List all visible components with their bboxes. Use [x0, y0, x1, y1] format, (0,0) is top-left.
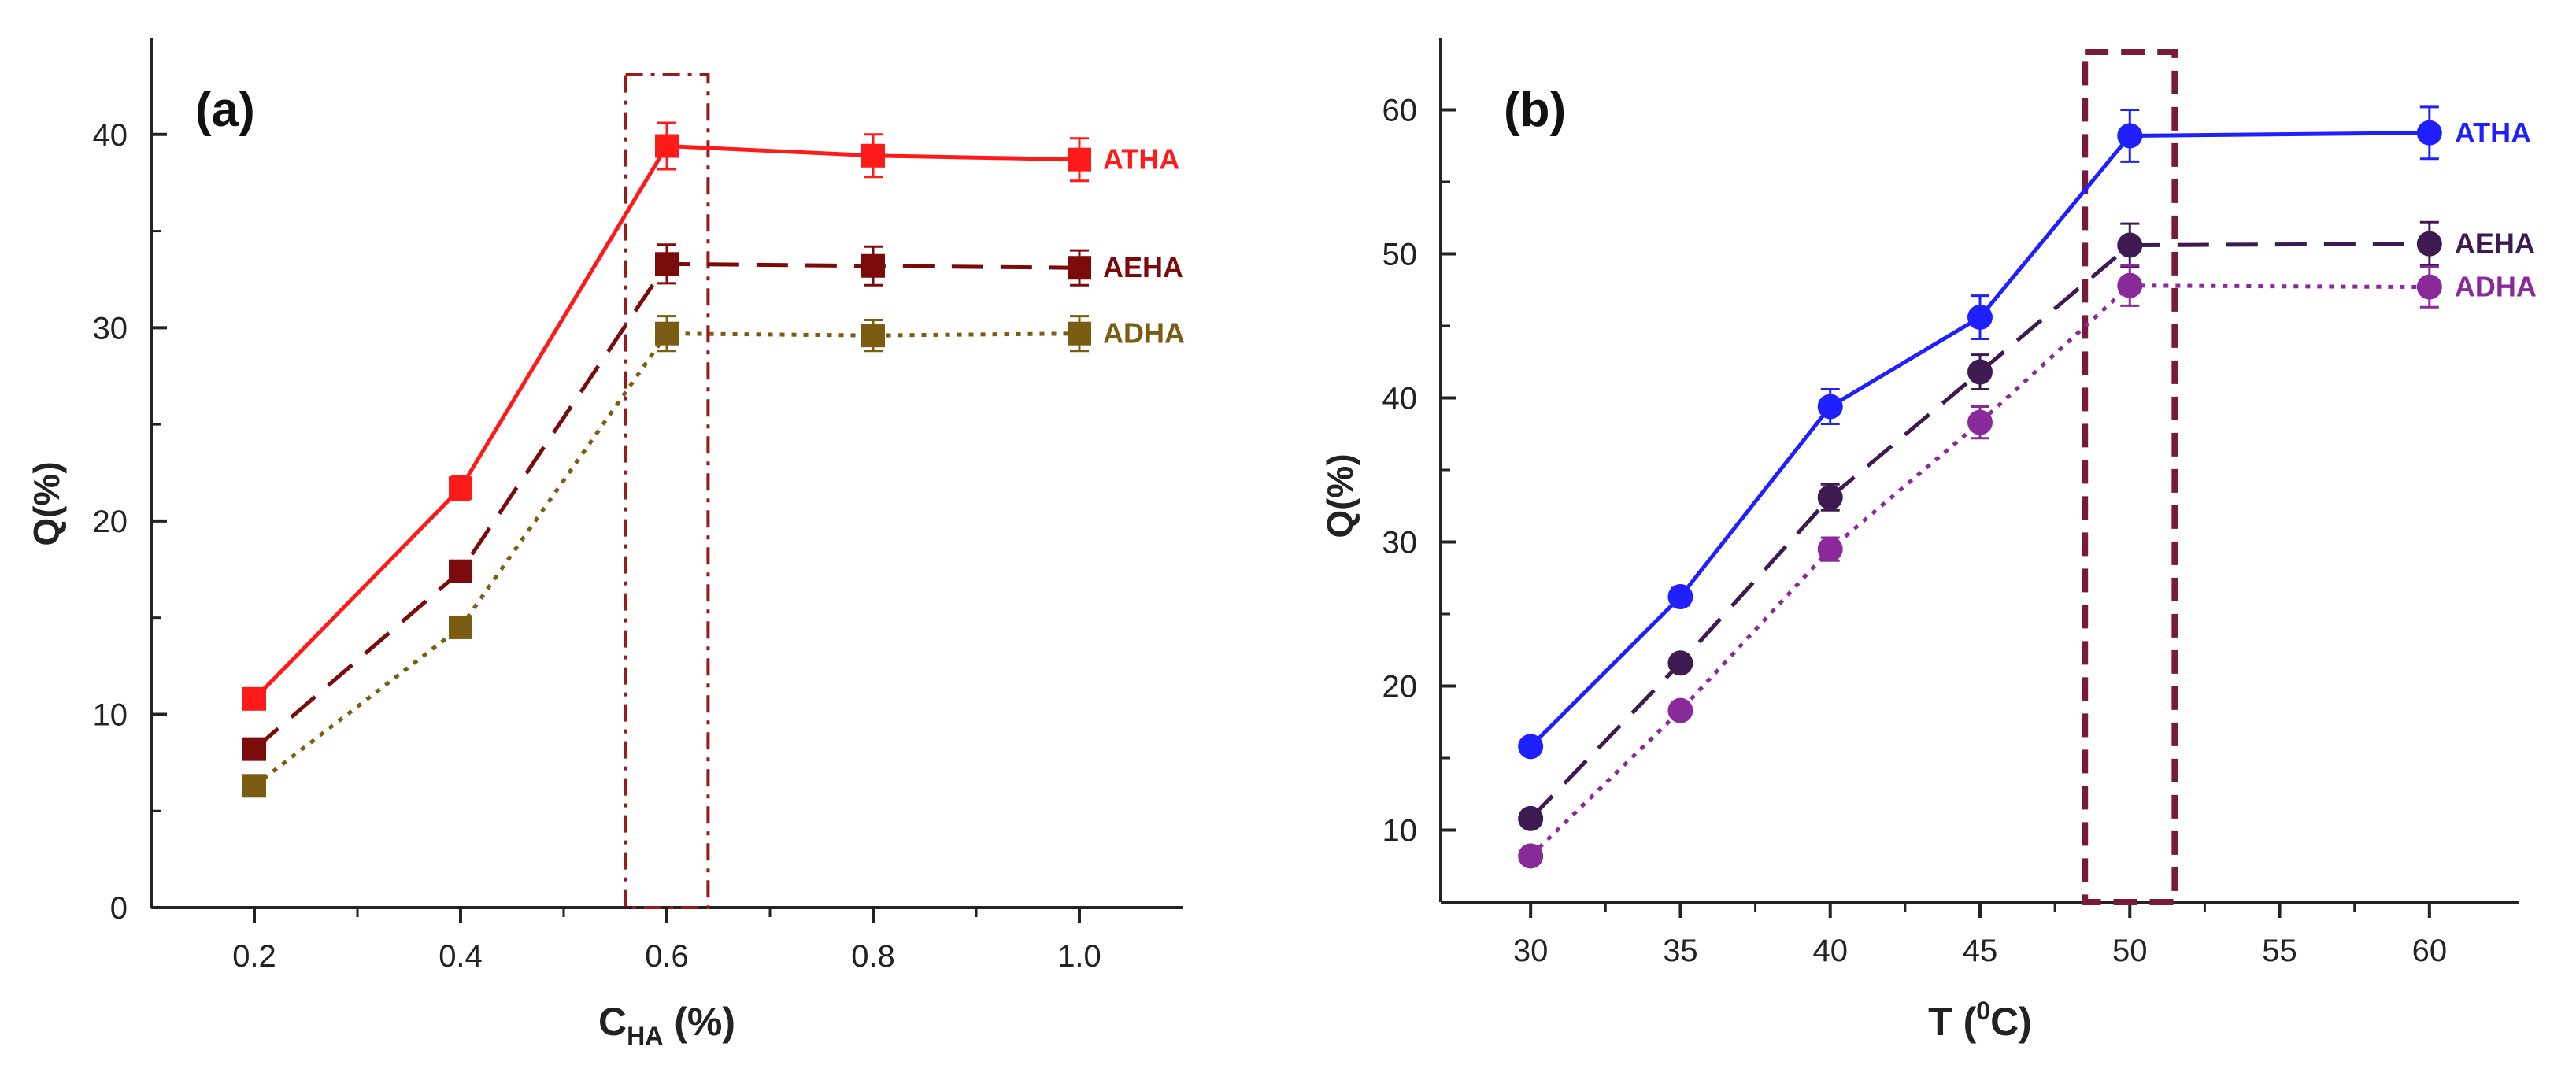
x-tick-label: 55 [2262, 934, 2297, 968]
panel-label: (b) [1504, 83, 1566, 137]
series-line-atha [1529, 131, 2430, 749]
panel-b-chart: 10 20 30 40 50 60 30 35 40 45 50 55 60 (b) Q(%) T (0C) A… [1319, 38, 2537, 1044]
x-axis-label: T (0C) [1928, 997, 2032, 1044]
panel-a-chart: 0 10 20 30 40 0.2 0.4 0.6 0.8 1.0 (a) Q(%) CHA (%) AT… [26, 38, 1185, 1050]
data-point [1518, 843, 1544, 869]
data-point [1667, 650, 1693, 676]
x-tick-label: 35 [1663, 934, 1698, 968]
data-point [861, 324, 885, 348]
data-point [861, 253, 885, 278]
y-tick-label: 10 [93, 697, 128, 732]
data-point [861, 143, 885, 168]
data-point [1068, 147, 1091, 172]
series-line-atha [253, 143, 1080, 701]
data-point [1967, 359, 1993, 385]
y-axis-label: Q(%) [26, 461, 67, 546]
data-point [1068, 321, 1091, 346]
data-point [2117, 123, 2143, 149]
x-tick-label: 0.4 [439, 939, 483, 974]
panel-label: (a) [195, 83, 255, 137]
x-axis-label-tail: (%) [663, 1000, 735, 1044]
y-tick-label: 0 [110, 891, 128, 926]
data-point [655, 252, 679, 276]
highlight-box [2082, 49, 2178, 905]
series-label: ADHA [1103, 317, 1185, 350]
series-adha: ADHA [242, 315, 1185, 798]
x-axis-label: CHA (%) [598, 1000, 735, 1050]
y-tick-label: 60 [1382, 94, 1418, 128]
x-tick-label: 1.0 [1057, 939, 1101, 974]
x-axis-label-main: T ( [1928, 1000, 1976, 1044]
y-tick-label: 20 [93, 505, 128, 539]
x-axis-label-subscript: HA [627, 1022, 663, 1050]
data-point [1967, 409, 1993, 435]
series-label: AEHA [2455, 227, 2535, 260]
data-point [242, 686, 266, 711]
series-atha: ATHA [242, 121, 1179, 711]
data-point [2416, 231, 2442, 257]
x-tick-label: 30 [1513, 934, 1549, 968]
x-tick-label: 0.2 [232, 939, 276, 974]
series-aeha: AEHA [1518, 220, 2535, 831]
y-tick-label: 40 [1382, 382, 1418, 416]
data-point [449, 615, 472, 639]
series-label: ADHA [2455, 271, 2537, 303]
data-point [449, 476, 472, 501]
x-tick-label: 60 [2412, 934, 2448, 968]
x-tick-label: 0.8 [851, 939, 895, 974]
series-atha: ATHA [1518, 105, 2531, 760]
data-point [2416, 120, 2442, 146]
x-tick-label: 0.6 [645, 939, 689, 974]
series-aeha: AEHA [242, 243, 1183, 761]
data-point [1667, 584, 1693, 610]
series-line-adha [253, 331, 1080, 788]
data-point [2117, 232, 2143, 258]
highlight-box [624, 73, 710, 909]
x-tick-label: 45 [1963, 934, 1998, 968]
y-tick-label: 10 [1382, 814, 1418, 849]
y-axis-label: Q(%) [1319, 453, 1360, 538]
x-tick-label: 50 [2112, 934, 2148, 968]
data-point [1667, 697, 1693, 723]
series-label: AEHA [1103, 251, 1183, 283]
data-point [655, 321, 679, 346]
x-tick-label: 40 [1812, 934, 1848, 968]
data-point [1817, 484, 1843, 510]
data-point [1967, 305, 1993, 331]
data-point [1817, 536, 1843, 562]
data-point [2117, 272, 2143, 298]
data-point [449, 559, 472, 583]
data-point [242, 774, 266, 798]
y-tick-label: 40 [93, 118, 128, 153]
series-line-adha [1529, 283, 2430, 858]
x-axis-label-superscript: 0 [1976, 997, 1990, 1025]
series-label: ATHA [1103, 143, 1179, 176]
data-point [1068, 256, 1091, 280]
series-label: ATHA [2455, 117, 2531, 149]
data-point [1518, 805, 1544, 831]
y-tick-label: 20 [1382, 670, 1418, 705]
data-point [655, 134, 679, 158]
data-point [242, 737, 266, 761]
y-tick-label: 30 [93, 311, 128, 346]
data-point [1518, 734, 1544, 760]
x-axis-label-main: C [598, 1000, 627, 1044]
data-point [1817, 394, 1843, 420]
series-line-aeha [1529, 242, 2430, 820]
data-point [2416, 274, 2442, 300]
x-axis-label-tail: C) [1990, 1000, 2032, 1044]
y-tick-label: 50 [1382, 238, 1418, 272]
series-adha: ADHA [1518, 264, 2537, 869]
y-tick-label: 30 [1382, 526, 1418, 560]
